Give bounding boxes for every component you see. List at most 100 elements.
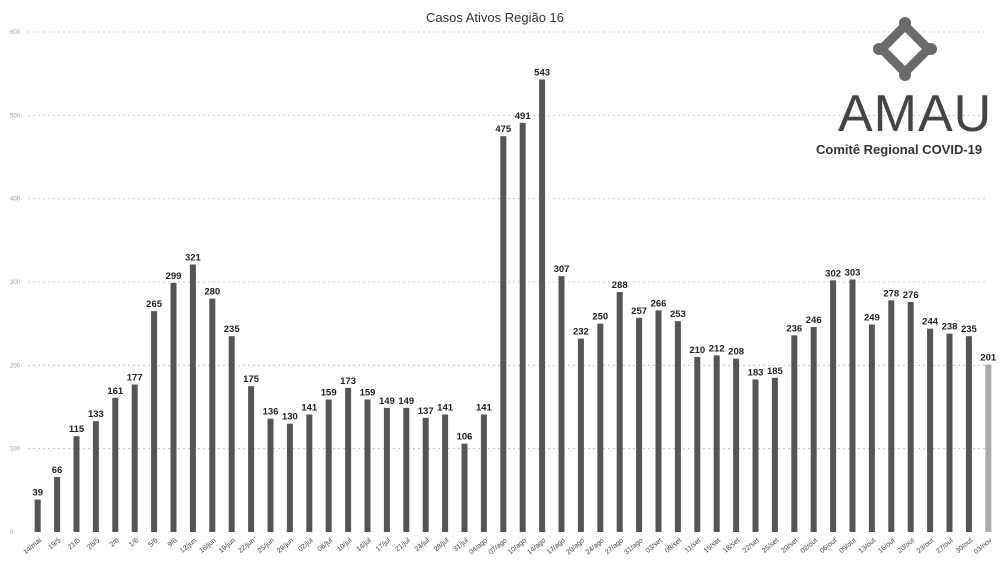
data-label: 232 — [573, 327, 589, 338]
x-tick-label: 29/jun — [276, 537, 295, 555]
data-label: 302 — [825, 268, 841, 279]
bar — [345, 387, 352, 532]
y-tick-label: 0 — [10, 530, 14, 536]
data-label: 235 — [961, 324, 978, 335]
bar — [286, 423, 293, 532]
x-tick-label: 24/jul — [414, 537, 432, 553]
bar — [131, 384, 138, 532]
x-tick-label: 12/jun — [179, 537, 198, 555]
data-label: 278 — [883, 288, 899, 299]
x-tick-label: 06/jul — [317, 537, 335, 553]
logo-name: AMAU — [838, 85, 993, 143]
bar — [830, 280, 837, 532]
x-tick-label: 02/out — [800, 537, 819, 555]
bar — [209, 298, 216, 532]
bar — [519, 122, 526, 532]
x-tick-label: 07/ago — [488, 537, 509, 556]
data-label: 303 — [845, 268, 861, 279]
x-tick-label: 20/out — [897, 537, 916, 555]
x-tick-label: 11/set — [684, 537, 703, 554]
bar — [267, 418, 274, 532]
data-label: 249 — [864, 313, 880, 324]
bar — [228, 336, 235, 532]
data-label: 299 — [166, 271, 182, 282]
bar — [189, 264, 196, 532]
data-label: 321 — [185, 253, 202, 264]
bar — [907, 302, 914, 532]
y-axis-ticks: 0 100 200 300 400 500 600 — [10, 30, 21, 536]
bar — [694, 357, 701, 532]
x-tick-label: 2/6 — [109, 537, 121, 549]
data-label: 133 — [88, 409, 104, 420]
bar — [713, 355, 720, 532]
bar — [461, 443, 468, 532]
bar — [965, 336, 972, 532]
bar — [422, 417, 429, 532]
bar — [480, 414, 487, 532]
x-tick-label: 08/set — [664, 537, 683, 555]
x-axis-ticks: 14/mai 19/5 21/5 26/5 2/6 1/6 5/6 9/6 12/jun 16/j… — [22, 537, 994, 556]
data-label: 141 — [476, 403, 493, 414]
bar — [752, 379, 759, 532]
data-label: 250 — [592, 312, 608, 323]
x-tick-label: 23/out — [916, 537, 935, 555]
data-label: 183 — [748, 368, 764, 379]
data-label: 185 — [767, 366, 784, 377]
x-tick-label: 15/set — [703, 537, 722, 555]
data-label: 475 — [495, 124, 512, 135]
data-label: 266 — [651, 298, 667, 309]
y-tick-label: 400 — [10, 197, 21, 203]
data-label: 288 — [612, 280, 628, 291]
data-label: 201 — [980, 353, 997, 364]
bar — [655, 310, 662, 532]
x-tick-label: 27/out — [935, 537, 954, 555]
data-label: 212 — [709, 343, 725, 354]
x-tick-label: 10/ago — [507, 537, 528, 556]
x-tick-label: 29/set — [780, 537, 799, 555]
data-label: 136 — [263, 407, 279, 418]
data-label: 149 — [379, 396, 395, 407]
x-tick-label: 16/out — [877, 537, 896, 555]
x-tick-label: 1/6 — [128, 537, 140, 549]
x-tick-label: 13/out — [858, 537, 877, 555]
data-label: 159 — [360, 388, 376, 399]
x-tick-label: 16/jun — [198, 537, 217, 555]
logo-subtitle: Comitê Regional COVID-19 — [816, 142, 983, 157]
data-label: 238 — [942, 322, 958, 333]
data-label: 235 — [224, 324, 241, 335]
data-label: 210 — [689, 345, 705, 356]
data-label: 307 — [554, 264, 570, 275]
x-tick-label: 03/set — [645, 537, 664, 555]
x-tick-label: 19/5 — [47, 537, 62, 551]
data-label: 491 — [515, 111, 532, 122]
bar — [674, 321, 681, 532]
x-tick-label: 18/set — [722, 537, 741, 555]
x-tick-label: 19/jun — [218, 537, 237, 555]
y-tick-label: 200 — [10, 363, 21, 369]
x-tick-label: 22/set — [742, 537, 761, 555]
x-tick-label: 5/6 — [147, 537, 159, 549]
x-tick-label: 04/ago — [468, 537, 489, 556]
bar — [92, 421, 99, 532]
data-label: 173 — [340, 376, 356, 387]
x-tick-label: 21/5 — [67, 537, 82, 551]
bar — [558, 276, 565, 532]
x-tick-label: 17/jul — [375, 537, 393, 553]
data-label: 39 — [32, 488, 43, 499]
x-tick-label: 17/ago — [546, 537, 567, 556]
x-tick-label: 03/nov — [973, 537, 994, 556]
bar — [539, 79, 546, 532]
bar — [383, 407, 390, 532]
x-tick-label: 25/jun — [257, 537, 276, 555]
bar — [616, 292, 623, 532]
bar — [849, 279, 856, 532]
bar — [325, 399, 332, 532]
data-label: 161 — [107, 386, 124, 397]
x-tick-label: 31/ago — [623, 537, 644, 556]
bar — [442, 414, 449, 532]
gridlines — [28, 31, 988, 450]
bar — [733, 358, 740, 532]
bar — [791, 335, 798, 532]
